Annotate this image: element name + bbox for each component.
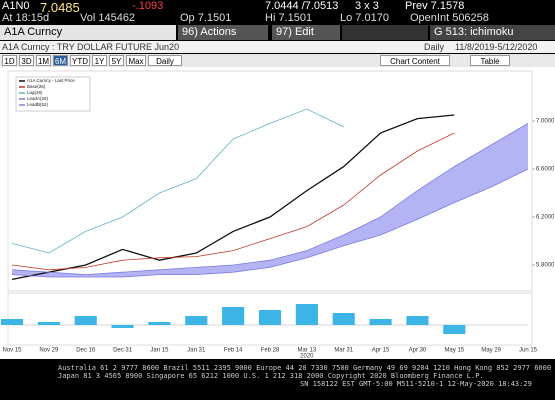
period: Daily (424, 42, 445, 52)
x-tick-label: Feb 28 (261, 348, 280, 354)
hist-bar (37, 322, 60, 325)
hist-bar (0, 319, 24, 325)
edit-button[interactable]: 97) Edit (272, 25, 340, 40)
range-button[interactable]: 3D (19, 55, 34, 66)
change: -.1093 (132, 0, 164, 12)
open: Op 7.1501 (180, 12, 232, 24)
function-label: G 513: ichimoku (430, 25, 555, 40)
footer-line: Australia 61 2 9777 8600 Brazil 5511 239… (58, 364, 552, 372)
range-button[interactable]: 6M (53, 55, 68, 66)
y-tick-label: 5.8000 (536, 263, 555, 269)
prev: Prev 7.1578 (405, 0, 465, 12)
high: Hi 7.1501 (265, 12, 313, 24)
range-button[interactable]: 1Y (92, 55, 107, 66)
x-annotation: 2020 (300, 354, 314, 359)
y-tick-label: 6.6000 (536, 167, 555, 173)
x-tick-label: Dec 31 (113, 348, 133, 354)
hist-bar (74, 316, 97, 325)
footer-line: Japan 81 3 4565 8900 Singapore 65 6212 1… (58, 372, 484, 380)
footer-line: SN 158122 EST GMT-5:00 M511-5210-1 12-Ma… (300, 380, 532, 388)
security-bar: A1A Curncy (0, 25, 176, 40)
price-panel (7, 70, 533, 292)
content-button[interactable]: Chart Content (380, 55, 450, 66)
range-button[interactable]: YTD (70, 55, 90, 66)
hist-bar (369, 319, 392, 325)
x-tick-label: Mar 13 (298, 348, 317, 354)
x-tick-label: Nov 15 (2, 348, 22, 354)
hist-bar (295, 304, 318, 325)
cloud (12, 123, 528, 278)
open-interest: OpenInt 506258 (410, 12, 489, 24)
legend-label: Base(26) (27, 84, 46, 89)
series-line (11, 108, 344, 254)
hist-bar (222, 307, 245, 325)
series-line (11, 114, 455, 281)
frequency-button[interactable]: Daily (148, 55, 182, 66)
range-button[interactable]: Max (126, 55, 146, 66)
range-button[interactable]: 1D (2, 55, 17, 66)
security-name: A1A Curncy : TRY DOLLAR FUTURE Jun20 (2, 42, 180, 52)
x-tick-label: Jan 15 (150, 348, 169, 354)
range-button[interactable]: 5Y (109, 55, 124, 66)
legend-label: LeadA(26) (27, 96, 49, 101)
legend-box (15, 76, 91, 112)
hist-bar (443, 325, 466, 334)
size: 3 x 3 (355, 0, 379, 12)
series-line (11, 168, 529, 278)
chart: 5.8000 6.2000 6.6000 7.0000 A1A Curncy - Las… (0, 67, 555, 359)
range-button[interactable]: 1M (36, 55, 51, 66)
x-tick-label: Jun 15 (519, 348, 538, 354)
x-tick-label: Jan 31 (187, 348, 206, 354)
x-tick-label: May 15 (444, 348, 464, 354)
last-price: 7.0485 (40, 0, 80, 15)
x-tick-label: Feb 14 (224, 348, 243, 354)
x-tick-label: Nov 29 (39, 348, 59, 354)
hist-bar (111, 325, 134, 328)
y-tick-label: 7.0000 (536, 119, 555, 125)
toolbar: 1D 3D 1M 6M YTD 1Y 5Y Max Daily Chart Content Tabl… (0, 54, 555, 67)
volume: Vol 145462 (80, 12, 136, 24)
x-tick-label: May 29 (481, 348, 501, 354)
ticker: A1N0 (2, 0, 30, 12)
actions-button[interactable]: 96) Actions (178, 25, 268, 40)
footer (0, 359, 555, 400)
hist-bar (332, 313, 355, 325)
hist-bar (148, 322, 171, 325)
x-tick-label: Apr 15 (372, 348, 390, 354)
time: At 18:15d (2, 12, 50, 24)
date-range: 11/8/2019-5/12/2020 (455, 42, 538, 52)
y-tick-label: 6.2000 (536, 215, 555, 221)
x-tick-label: Dec 16 (76, 348, 96, 354)
x-tick-label: Apr 30 (409, 348, 427, 354)
bar-spacer (342, 25, 428, 40)
legend-label: LeadB(52) (27, 102, 49, 107)
subtitle-bar (0, 41, 555, 53)
hist-bar (258, 310, 282, 325)
bid-ask: 7.0444 /7.0513 (265, 0, 339, 12)
hist-bar (185, 316, 208, 325)
legend-label: Lag(26) (27, 90, 43, 95)
series-line (11, 123, 529, 276)
legend-label: A1A Curncy - Last Price (27, 78, 75, 83)
table-button[interactable]: Table (470, 55, 510, 66)
series-line (11, 132, 455, 271)
low: Lo 7.0170 (340, 12, 389, 24)
x-tick-label: Mar 31 (334, 348, 353, 354)
hist-bar (406, 316, 429, 325)
